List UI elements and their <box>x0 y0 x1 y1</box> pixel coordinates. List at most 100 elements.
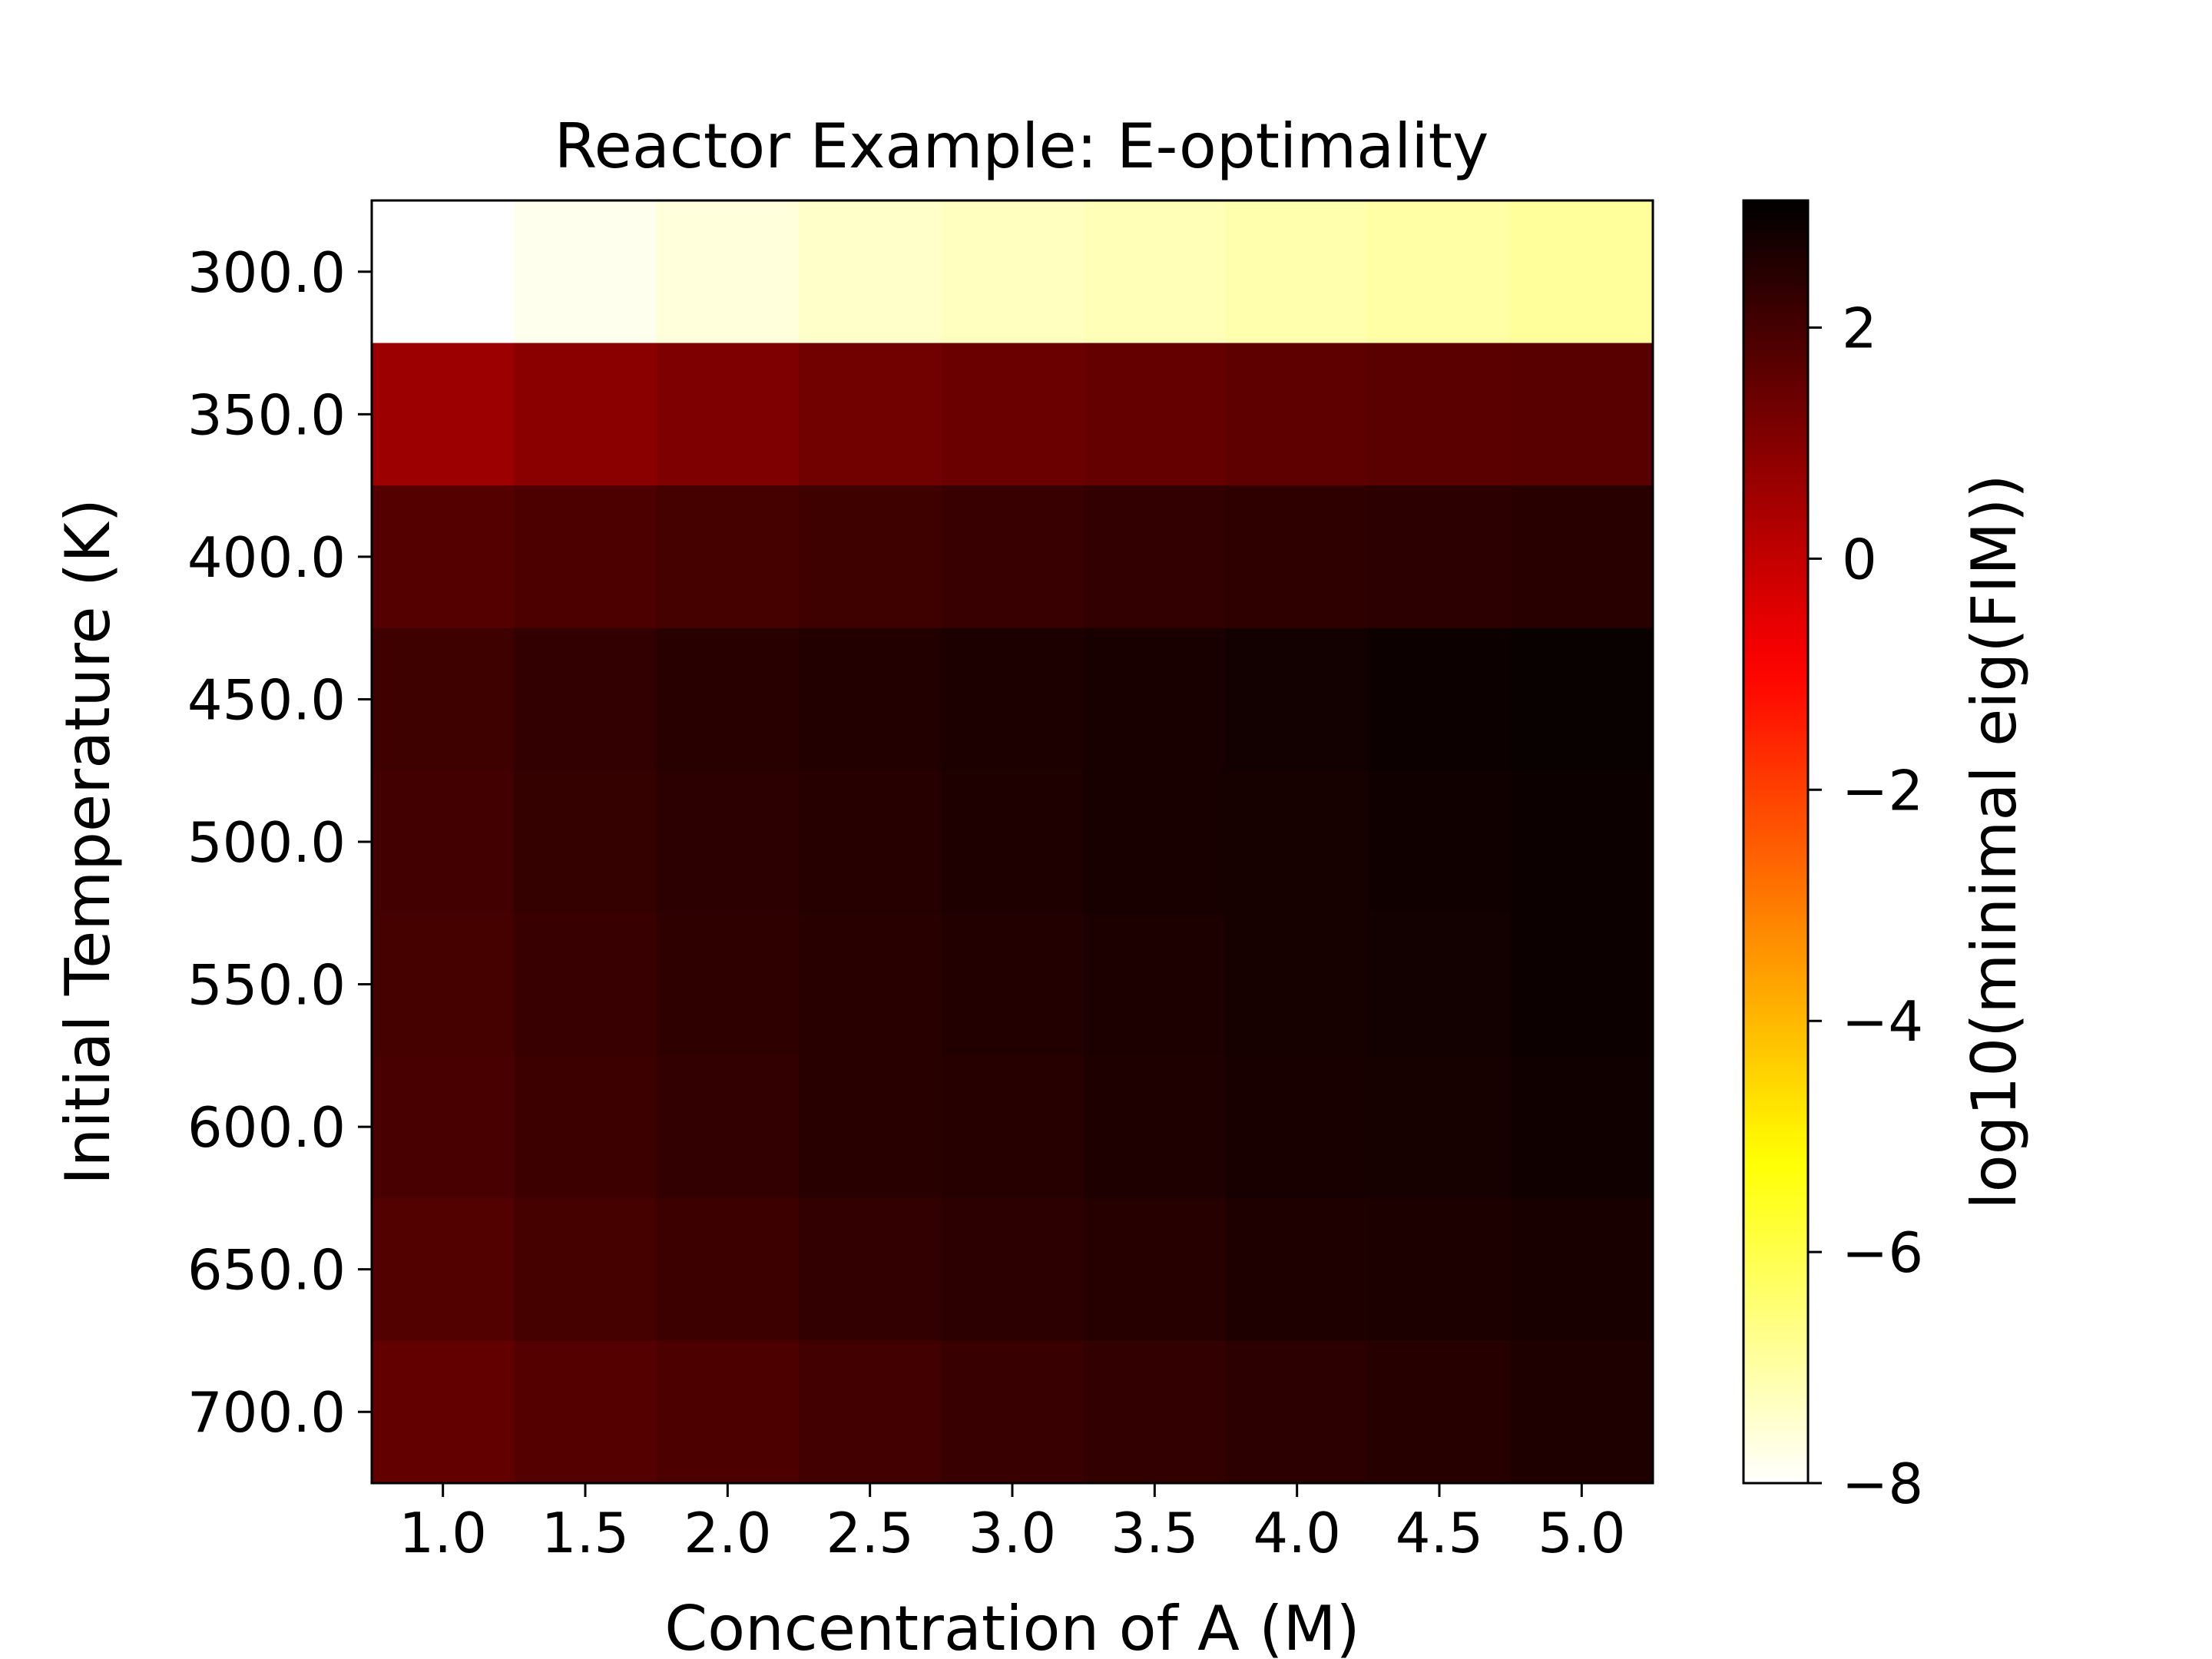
heatmap-cell <box>1083 343 1227 486</box>
heatmap-cell <box>799 1340 942 1484</box>
heatmap-cell <box>1510 770 1654 914</box>
heatmap-cell <box>1083 485 1227 629</box>
heatmap-cell <box>1510 343 1654 486</box>
x-tick-label: 5.0 <box>1538 1501 1626 1565</box>
heatmap-cell <box>1368 1340 1512 1484</box>
heatmap-cell <box>799 343 942 486</box>
heatmap-cell <box>372 1340 515 1484</box>
heatmap-cell <box>372 1197 515 1342</box>
y-tick-label: 300.0 <box>187 240 346 305</box>
heatmap-cell <box>514 770 657 914</box>
heatmap-cell <box>941 1340 1084 1484</box>
heatmap-cell <box>799 485 942 629</box>
heatmap-cell <box>1226 200 1369 344</box>
heatmap-cell <box>656 1197 800 1342</box>
heatmap-cell <box>941 770 1084 914</box>
heatmap-cell <box>656 485 800 629</box>
heatmap-cell <box>941 1055 1084 1199</box>
heatmap-cell <box>1368 1197 1512 1342</box>
heatmap-cell <box>1510 912 1654 1056</box>
heatmap-cell <box>1083 770 1227 914</box>
x-tick-label: 4.0 <box>1253 1501 1341 1565</box>
heatmap-cell <box>1083 912 1227 1056</box>
x-tick-label: 2.0 <box>684 1501 772 1565</box>
heatmap-cell <box>514 912 657 1056</box>
heatmap-cell <box>1226 1340 1369 1484</box>
heatmap-cell <box>941 628 1084 771</box>
heatmap-cell <box>514 485 657 629</box>
colorbar-tick-label: −4 <box>1842 989 1923 1054</box>
x-tick-label: 2.5 <box>826 1501 914 1565</box>
x-tick-label: 1.5 <box>541 1501 630 1565</box>
heatmap-cell <box>941 485 1084 629</box>
heatmap-cell <box>941 343 1084 486</box>
heatmap-cell <box>1368 912 1512 1056</box>
heatmap-cell <box>1083 1340 1227 1484</box>
heatmap-cell <box>1510 628 1654 771</box>
colorbar-label: log10(minimal eig(FIM)) <box>1959 474 2030 1209</box>
x-axis-ticks: 1.0 1.5 2.0 2.5 3.0 3.5 4.0 4.5 5.0 <box>399 1483 1626 1565</box>
heatmap-cell <box>1083 1197 1227 1342</box>
heatmap-cell <box>514 628 657 771</box>
heatmap-cell <box>372 628 515 771</box>
heatmap-cell <box>1083 628 1227 771</box>
colorbar-tick-label: 2 <box>1842 296 1877 360</box>
heatmap-cell <box>1226 770 1369 914</box>
x-axis-label: Concentration of A (M) <box>664 1593 1360 1659</box>
heatmap-cell <box>799 770 942 914</box>
heatmap-cell <box>941 1197 1084 1342</box>
x-tick-label: 1.0 <box>399 1501 487 1565</box>
y-tick-label: 550.0 <box>187 953 346 1018</box>
y-tick-label: 600.0 <box>187 1095 346 1160</box>
heatmap-cell <box>941 912 1084 1056</box>
colorbar <box>1742 199 1810 1485</box>
heatmap-cell <box>1368 200 1512 344</box>
colorbar-tick-label: −8 <box>1842 1452 1923 1516</box>
heatmap-cell <box>1226 628 1369 771</box>
heatmap-cell <box>1368 485 1512 629</box>
heatmap-cell <box>1368 343 1512 486</box>
heatmap-cell <box>799 912 942 1056</box>
colorbar-tick-label: −6 <box>1842 1220 1923 1285</box>
y-tick-label: 650.0 <box>187 1238 346 1303</box>
heatmap-cell <box>941 200 1084 344</box>
colorbar-tick-label: 0 <box>1842 527 1877 591</box>
heatmap-cell <box>372 770 515 914</box>
y-tick-label: 700.0 <box>187 1380 346 1445</box>
heatmap-cell <box>1510 1055 1654 1199</box>
heatmap-cell <box>1083 1055 1227 1199</box>
heatmap-cell <box>514 1055 657 1199</box>
heatmap-cell <box>1083 200 1227 344</box>
y-tick-label: 400.0 <box>187 525 346 590</box>
heatmap-cell <box>1226 1055 1369 1199</box>
heatmap-cell <box>514 1197 657 1342</box>
heatmap-cell <box>656 1055 800 1199</box>
heatmap-cell <box>1510 200 1654 344</box>
heatmap-cell <box>1510 1197 1654 1342</box>
heatmap-cell <box>1226 343 1369 486</box>
heatmap-cell <box>799 1055 942 1199</box>
heatmap-cell <box>1368 628 1512 771</box>
y-axis-ticks: 300.0 350.0 400.0 450.0 500.0 550.0 600.0 650.0… <box>187 240 372 1445</box>
heatmap-cell <box>799 628 942 771</box>
heatmap-cell <box>514 343 657 486</box>
heatmap-cell <box>799 1197 942 1342</box>
heatmap-cell <box>656 343 800 486</box>
heatmap-cell <box>1226 912 1369 1056</box>
y-tick-label: 500.0 <box>187 810 346 875</box>
heatmap-cell <box>514 1340 657 1484</box>
heatmap-cell <box>514 200 657 344</box>
heatmap-cell <box>1510 485 1654 629</box>
x-tick-label: 4.5 <box>1396 1501 1484 1565</box>
heatmap-cell <box>372 200 515 344</box>
x-tick-label: 3.5 <box>1111 1501 1199 1565</box>
chart-title: Reactor Example: E-optimality <box>555 111 1489 182</box>
heatmap-cell <box>372 1055 515 1199</box>
y-tick-label: 350.0 <box>187 382 346 447</box>
x-tick-label: 3.0 <box>969 1501 1057 1565</box>
heatmap-cell <box>1368 1055 1512 1199</box>
heatmap-cell <box>1226 485 1369 629</box>
heatmap-cell <box>656 1340 800 1484</box>
heatmap-cell <box>656 912 800 1056</box>
